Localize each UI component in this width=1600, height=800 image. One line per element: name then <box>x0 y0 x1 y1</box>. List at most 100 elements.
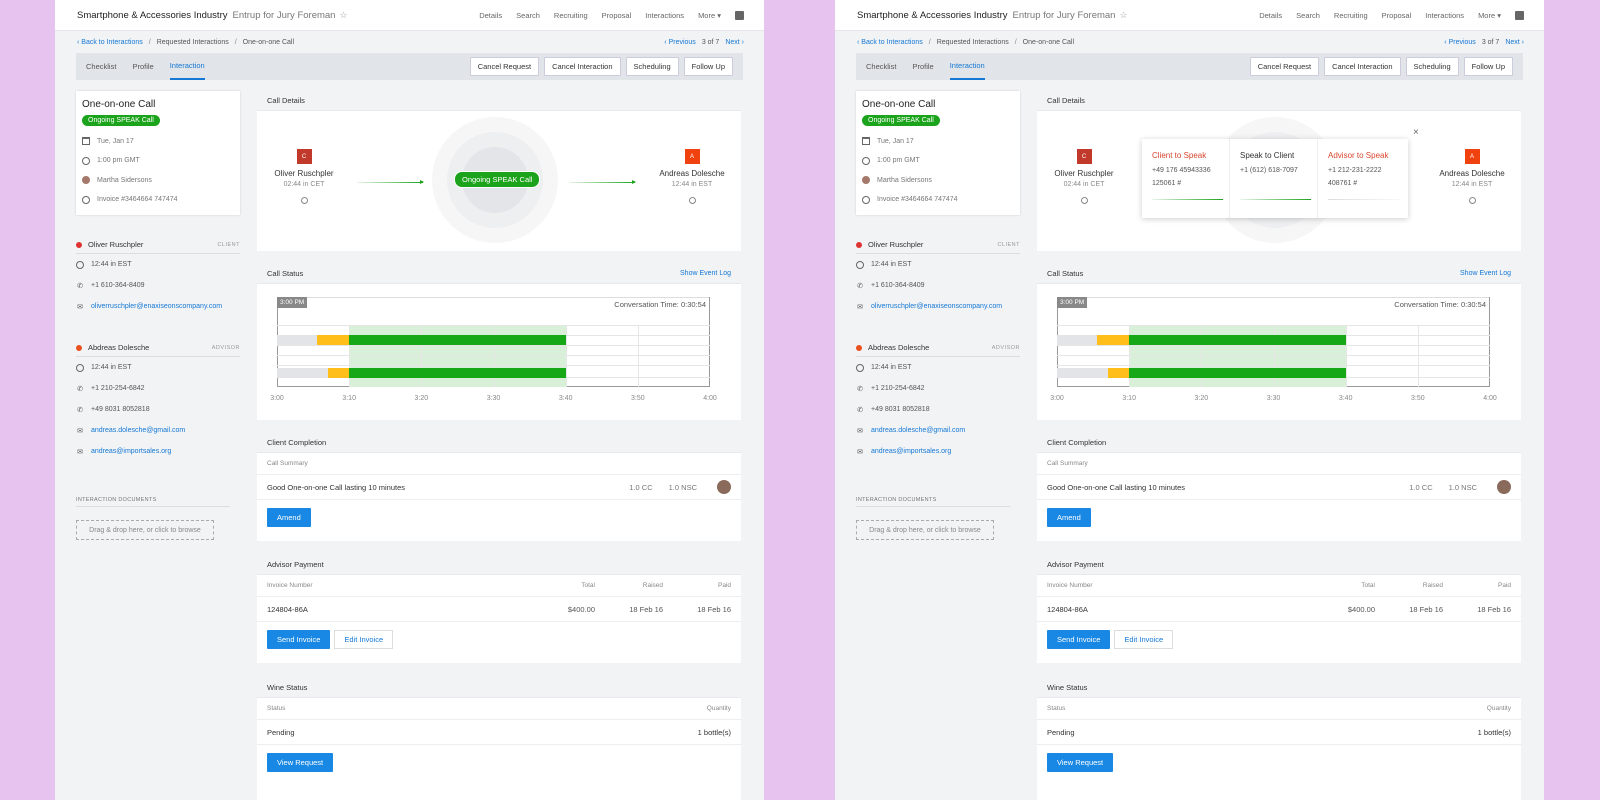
nav-more[interactable]: More ▾ <box>1478 10 1501 20</box>
star-icon[interactable]: ☆ <box>1119 9 1128 20</box>
advisor-name[interactable]: Abdreas Dolesche <box>868 343 930 352</box>
advisor-name[interactable]: Abdreas Dolesche <box>88 343 150 352</box>
timeline-advisor-idle-segment[interactable] <box>277 368 328 378</box>
nav-interactions[interactable]: Interactions <box>1425 10 1465 20</box>
nav-recruiting[interactable]: Recruiting <box>553 10 588 20</box>
info-icon[interactable] <box>300 197 308 204</box>
nav-details[interactable]: Details <box>1259 10 1283 20</box>
timeline-advisor-talk-segment[interactable] <box>1129 368 1346 378</box>
tab-checklist[interactable]: Checklist <box>866 62 897 71</box>
advisor-email[interactable]: andreas.dolesche@gmail.com <box>871 427 966 434</box>
back-link[interactable]: ‹ Back to Interactions <box>857 38 923 46</box>
owner-name[interactable]: Martha Sidersons <box>877 176 932 184</box>
advisor-email-2[interactable]: andreas@importsales.org <box>91 448 172 455</box>
document-dropzone[interactable]: Drag & drop here, or click to browse <box>856 520 994 540</box>
client-role: CLIENT <box>997 241 1020 248</box>
scheduling-button[interactable]: Scheduling <box>625 57 679 76</box>
document-dropzone[interactable]: Drag & drop here, or click to browse <box>76 520 214 540</box>
timeline-advisor-idle-segment[interactable] <box>1057 368 1108 378</box>
timeline-vgrid <box>493 325 495 387</box>
client-avatar: C <box>296 149 312 164</box>
timeline-advisor-wait-segment[interactable] <box>327 368 350 378</box>
timeline-advisor-talk-segment[interactable] <box>349 368 566 378</box>
edit-invoice-button[interactable]: Edit Invoice <box>1114 630 1174 649</box>
scheduling-button[interactable]: Scheduling <box>1405 57 1459 76</box>
user-icon[interactable] <box>735 10 744 20</box>
nav-proposal[interactable]: Proposal <box>601 10 632 20</box>
advisor-phone[interactable]: +1 210-254-6842 <box>91 385 145 392</box>
cancel-interaction-button[interactable]: Cancel Interaction <box>1324 57 1401 76</box>
nav-recruiting[interactable]: Recruiting <box>1333 10 1368 20</box>
send-invoice-button[interactable]: Send Invoice <box>267 630 331 649</box>
edit-invoice-button[interactable]: Edit Invoice <box>334 630 394 649</box>
timeline-client-talk-segment[interactable] <box>1129 335 1346 345</box>
breadcrumb-separator: / <box>234 38 237 46</box>
follow-up-button[interactable]: Follow Up <box>1463 57 1513 76</box>
nav-interactions[interactable]: Interactions <box>645 10 685 20</box>
show-event-log-link[interactable]: Show Event Log <box>1460 270 1511 277</box>
project-subtitle: Entrup for Jury Foreman <box>1012 9 1116 21</box>
close-icon[interactable]: × <box>1413 127 1419 138</box>
nav-search[interactable]: Search <box>1296 10 1320 20</box>
timeline-client-idle-segment[interactable] <box>1057 335 1097 345</box>
breadcrumb-separator: / <box>928 38 931 46</box>
advisor-email-2[interactable]: andreas@importsales.org <box>871 448 952 455</box>
tab-interaction[interactable]: Interaction <box>949 53 985 80</box>
view-request-button[interactable]: View Request <box>1047 753 1114 772</box>
paid-cell: 18 Feb 16 <box>1477 604 1511 614</box>
breadcrumb-current: One-on-one Call <box>1022 38 1075 46</box>
previous-link[interactable]: ‹ Previous <box>1444 38 1476 46</box>
advisor-phone-2[interactable]: +49 8031 8052818 <box>871 406 930 413</box>
advisor-role: ADVISOR <box>991 344 1020 351</box>
client-email[interactable]: oliverruschpler@enaxiseonscompany.com <box>91 303 223 310</box>
advisor-phone[interactable]: +1 210-254-6842 <box>871 385 925 392</box>
tab-checklist[interactable]: Checklist <box>86 62 117 71</box>
breadcrumb-requested[interactable]: Requested Interactions <box>156 38 229 46</box>
amend-button[interactable]: Amend <box>267 508 311 527</box>
client-phone[interactable]: +1 610-364-8409 <box>91 282 145 289</box>
tab-interaction[interactable]: Interaction <box>169 53 205 80</box>
timeline-client-talk-segment[interactable] <box>349 335 566 345</box>
info-icon[interactable] <box>1080 197 1088 204</box>
send-invoice-button[interactable]: Send Invoice <box>1047 630 1111 649</box>
mail-icon: ✉ <box>77 427 83 435</box>
timeline-advisor-wait-segment[interactable] <box>1107 368 1130 378</box>
back-link[interactable]: ‹ Back to Interactions <box>77 38 143 46</box>
breadcrumb-requested[interactable]: Requested Interactions <box>936 38 1009 46</box>
star-icon[interactable]: ☆ <box>339 9 348 20</box>
cancel-interaction-button[interactable]: Cancel Interaction <box>544 57 621 76</box>
previous-link[interactable]: ‹ Previous <box>664 38 696 46</box>
show-event-log-link[interactable]: Show Event Log <box>680 270 731 277</box>
user-icon[interactable] <box>1515 10 1524 20</box>
globe-icon <box>76 260 84 269</box>
timeline-client-wait-segment[interactable] <box>316 335 350 345</box>
client-name[interactable]: Oliver Ruschpler <box>88 240 144 249</box>
info-icon[interactable] <box>1468 197 1476 204</box>
cancel-request-button[interactable]: Cancel Request <box>469 57 540 76</box>
client-name[interactable]: Oliver Ruschpler <box>868 240 924 249</box>
tab-profile[interactable]: Profile <box>912 62 934 71</box>
next-link[interactable]: Next › <box>1505 38 1524 46</box>
tab-profile[interactable]: Profile <box>132 62 154 71</box>
timeline-client-idle-segment[interactable] <box>277 335 317 345</box>
nav-search[interactable]: Search <box>516 10 540 20</box>
view-request-button[interactable]: View Request <box>267 753 334 772</box>
next-link[interactable]: Next › <box>725 38 744 46</box>
nav-proposal[interactable]: Proposal <box>1381 10 1412 20</box>
owner-name[interactable]: Martha Sidersons <box>97 176 152 184</box>
client-phone[interactable]: +1 610-364-8409 <box>871 282 925 289</box>
advisor-phone-2[interactable]: +49 8031 8052818 <box>91 406 150 413</box>
info-icon[interactable] <box>688 197 696 204</box>
nav-details[interactable]: Details <box>479 10 503 20</box>
client-email[interactable]: oliverruschpler@enaxiseonscompany.com <box>871 303 1003 310</box>
advisor-role: ADVISOR <box>211 344 240 351</box>
client-completion-card: Client Completion Call Summary Good One-… <box>1037 433 1521 541</box>
advisor-email[interactable]: andreas.dolesche@gmail.com <box>91 427 186 434</box>
amend-button[interactable]: Amend <box>1047 508 1091 527</box>
cancel-request-button[interactable]: Cancel Request <box>1249 57 1320 76</box>
col-quantity: Quantity <box>1486 705 1511 712</box>
timeline-client-wait-segment[interactable] <box>1096 335 1130 345</box>
follow-up-button[interactable]: Follow Up <box>683 57 733 76</box>
pager: ‹ Previous 3 of 7 Next › <box>664 39 744 46</box>
nav-more[interactable]: More ▾ <box>698 10 721 20</box>
